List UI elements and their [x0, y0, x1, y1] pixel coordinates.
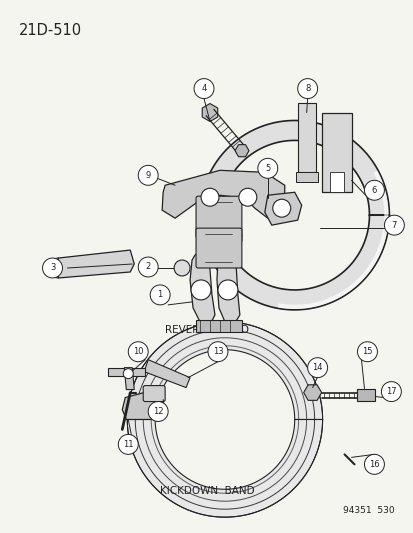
Polygon shape	[122, 390, 162, 419]
Text: 1: 1	[157, 290, 162, 300]
Bar	[297, 102, 315, 172]
Bar	[196, 320, 241, 332]
Text: 8: 8	[304, 84, 310, 93]
Wedge shape	[48, 258, 58, 278]
Bar	[357, 389, 375, 400]
Polygon shape	[127, 322, 322, 517]
Text: 14: 14	[312, 363, 322, 372]
Polygon shape	[199, 120, 389, 310]
Circle shape	[384, 215, 404, 235]
Circle shape	[138, 165, 158, 185]
Circle shape	[128, 342, 148, 362]
Circle shape	[257, 158, 277, 179]
Polygon shape	[216, 245, 239, 325]
Text: 7: 7	[391, 221, 396, 230]
Polygon shape	[108, 368, 145, 376]
FancyBboxPatch shape	[143, 385, 165, 401]
Polygon shape	[202, 210, 241, 255]
Circle shape	[150, 285, 170, 305]
Text: 17: 17	[385, 387, 396, 396]
Polygon shape	[50, 250, 134, 278]
Text: 16: 16	[368, 460, 379, 469]
Polygon shape	[202, 103, 217, 122]
Bar	[295, 172, 317, 182]
Text: KICKDOWN  BAND: KICKDOWN BAND	[159, 486, 254, 496]
Text: 10: 10	[133, 347, 143, 356]
Polygon shape	[235, 144, 248, 157]
Text: 11: 11	[123, 440, 133, 449]
FancyBboxPatch shape	[196, 228, 241, 268]
Polygon shape	[162, 171, 284, 218]
Circle shape	[217, 280, 237, 300]
Polygon shape	[303, 385, 321, 400]
Circle shape	[190, 280, 211, 300]
Text: 21D-510: 21D-510	[19, 23, 81, 38]
Polygon shape	[190, 245, 214, 325]
FancyBboxPatch shape	[196, 196, 241, 238]
Circle shape	[272, 199, 290, 217]
Circle shape	[357, 342, 377, 362]
Text: REVERSE  BAND: REVERSE BAND	[165, 325, 248, 335]
Circle shape	[138, 257, 158, 277]
Bar	[329, 172, 343, 192]
Text: 94351  530: 94351 530	[342, 506, 394, 515]
Circle shape	[363, 180, 384, 200]
Text: 5: 5	[265, 164, 270, 173]
Text: 9: 9	[145, 171, 150, 180]
Text: 12: 12	[152, 407, 163, 416]
Circle shape	[207, 342, 228, 362]
Text: 2: 2	[145, 262, 150, 271]
Text: 15: 15	[361, 347, 372, 356]
Circle shape	[363, 454, 384, 474]
Circle shape	[123, 369, 133, 378]
Bar	[321, 112, 351, 192]
Circle shape	[201, 188, 218, 206]
Circle shape	[43, 258, 62, 278]
Polygon shape	[124, 368, 134, 390]
Polygon shape	[264, 192, 301, 225]
Circle shape	[307, 358, 327, 377]
Text: 13: 13	[212, 347, 223, 356]
Circle shape	[174, 260, 190, 276]
Circle shape	[297, 79, 317, 99]
Text: 4: 4	[201, 84, 206, 93]
Text: 6: 6	[371, 186, 376, 195]
Circle shape	[194, 79, 214, 99]
Circle shape	[238, 188, 256, 206]
Circle shape	[148, 401, 168, 422]
Polygon shape	[144, 360, 190, 387]
Circle shape	[380, 382, 400, 401]
Text: 3: 3	[50, 263, 55, 272]
Circle shape	[118, 434, 138, 454]
